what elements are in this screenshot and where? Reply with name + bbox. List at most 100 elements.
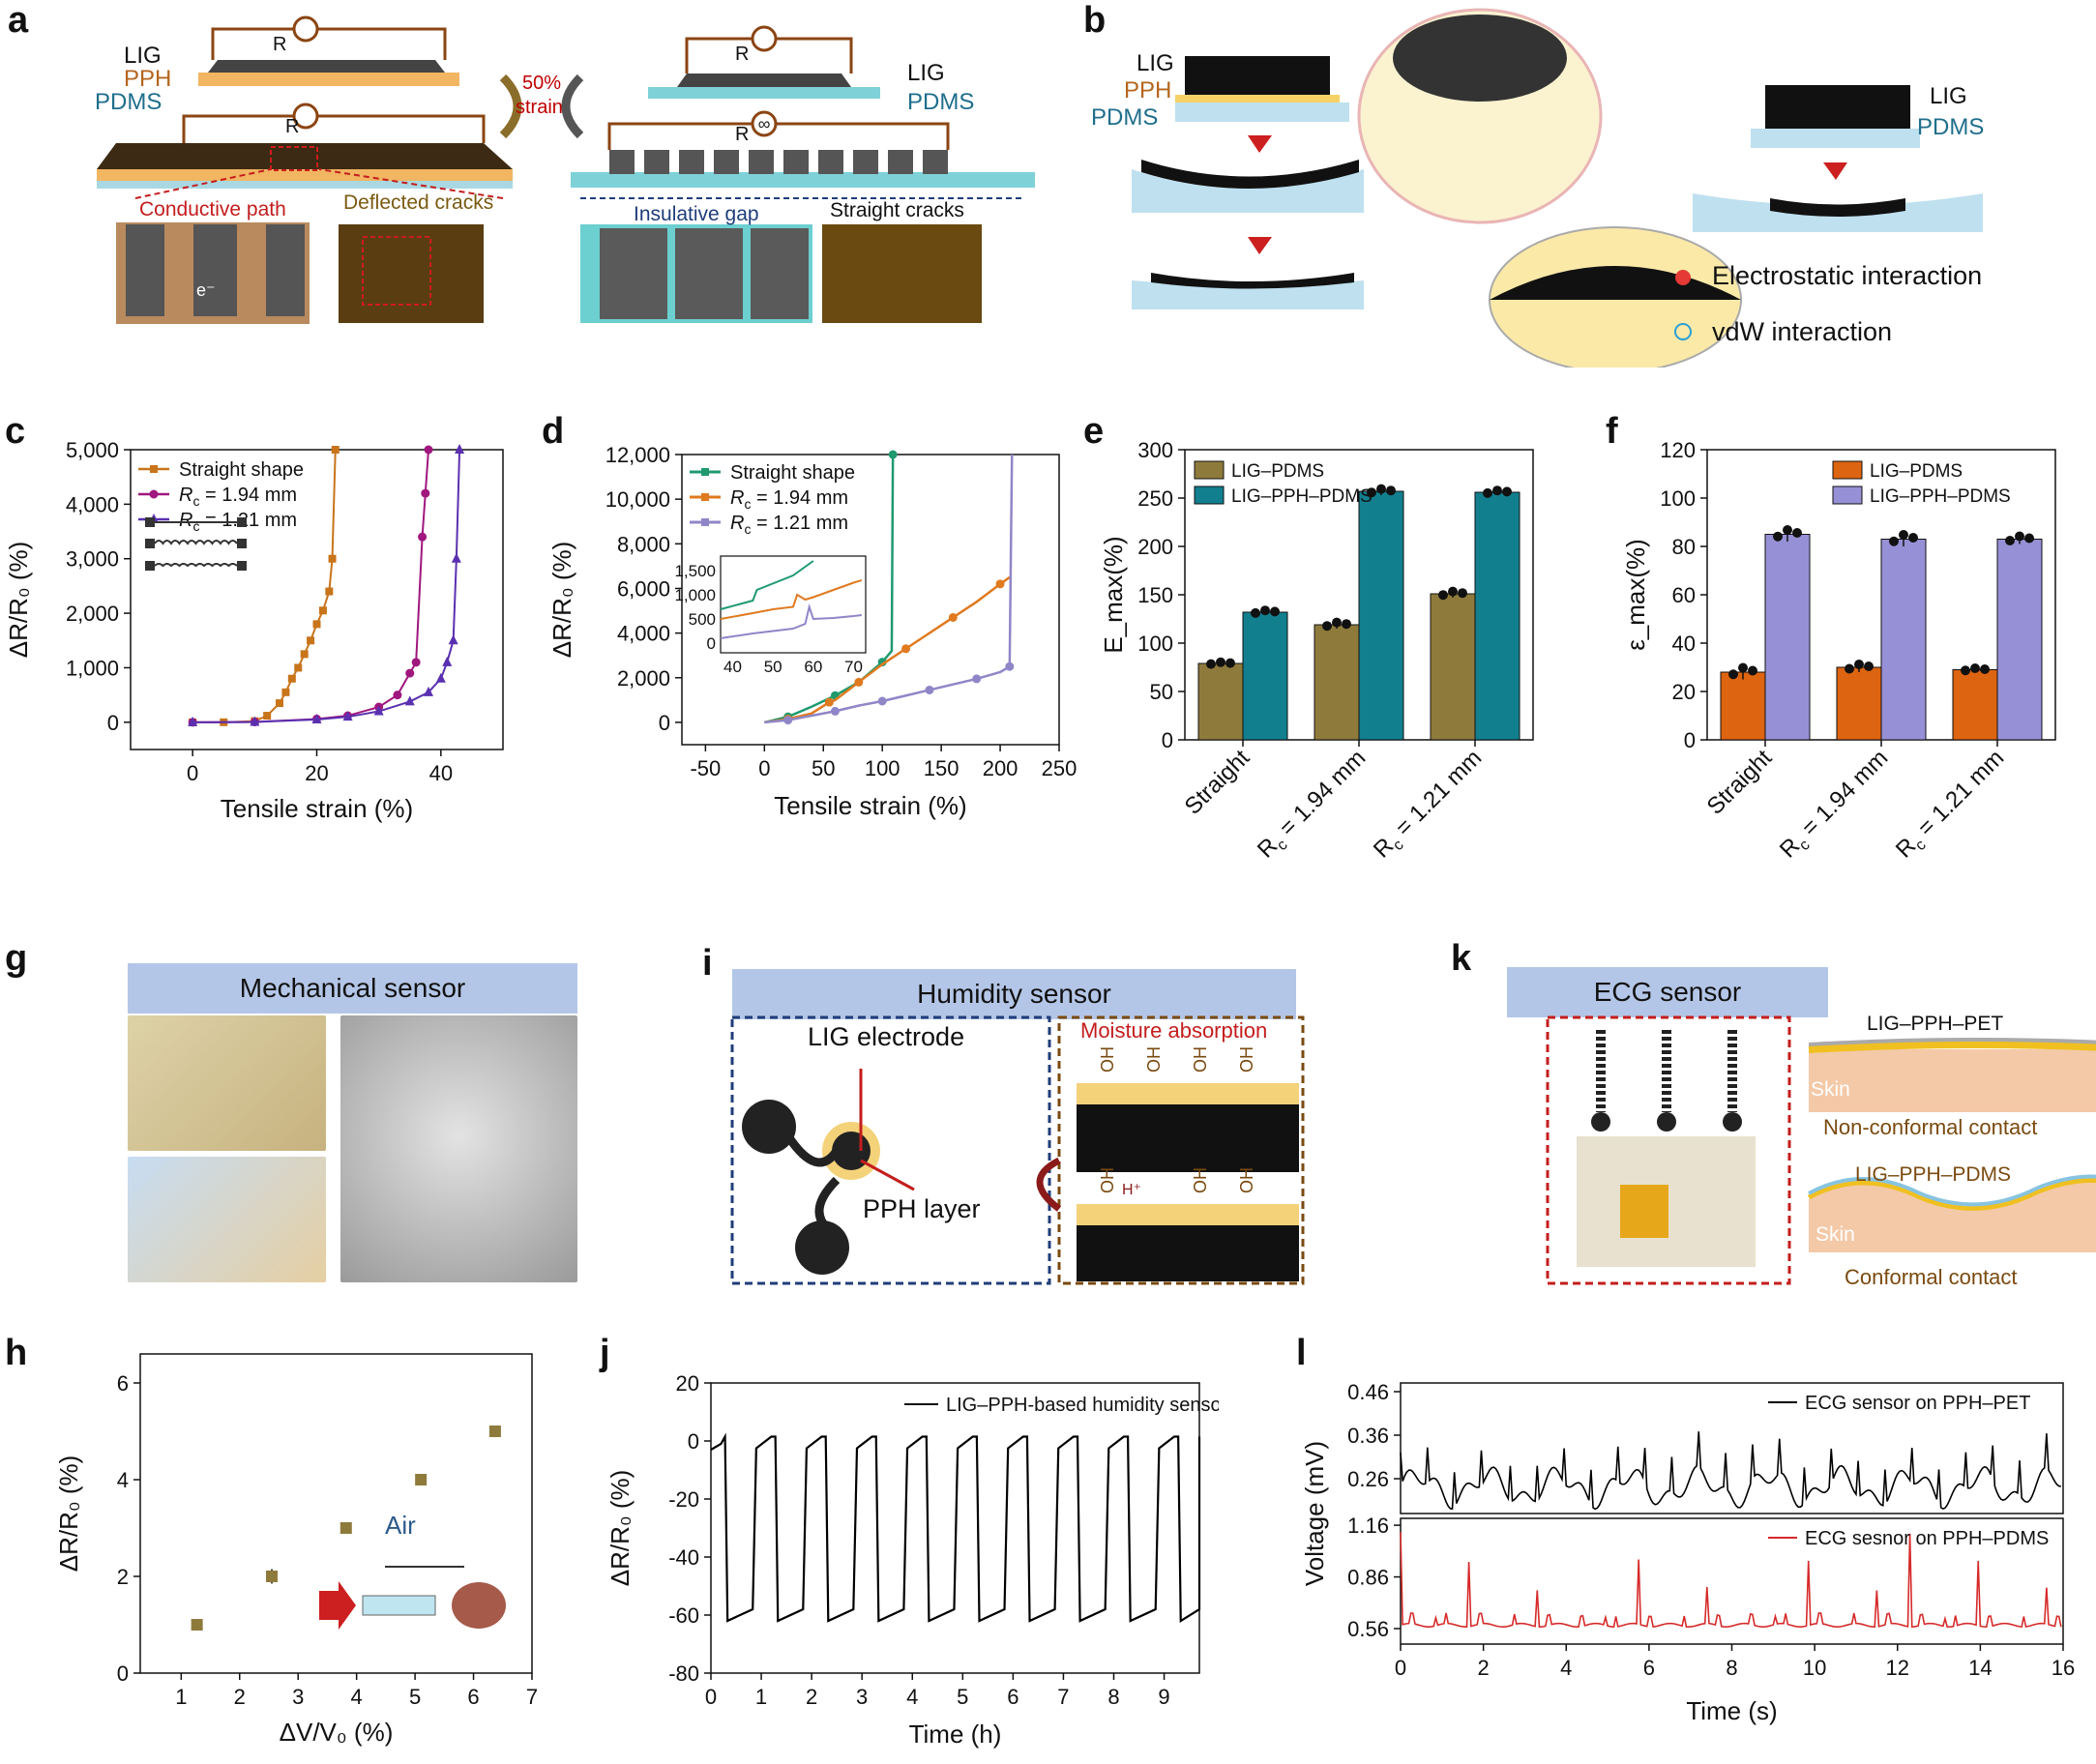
inset-y-tick: 1,500 — [674, 562, 716, 580]
legend-label: Rc = 1.94 mm — [730, 487, 848, 512]
data-point — [435, 672, 446, 683]
x-tick-label: 6 — [1643, 1656, 1655, 1680]
y-tick-label: 8,000 — [617, 532, 670, 556]
y-tick-label: 0 — [1162, 728, 1173, 752]
bar — [1952, 669, 1998, 741]
stack-label-lig-right: LIG — [907, 60, 945, 86]
legend-label: ECG sesnor on PPH–PDMS — [1805, 1528, 2049, 1549]
skin-label: Skin — [1811, 1078, 1850, 1101]
x-tick-label: 200 — [983, 756, 1018, 780]
x-tick-label: 2 — [1478, 1656, 1490, 1680]
legend-label-part: R — [730, 513, 744, 534]
bar — [1880, 539, 1927, 741]
replicate-dot — [1448, 586, 1458, 597]
air-arrow — [319, 1581, 356, 1630]
y-axis-label: ΔR/R₀ (%) — [4, 542, 33, 659]
x-tick-label: 250 — [1042, 756, 1078, 780]
x-tick-label: 8 — [1726, 1656, 1737, 1680]
y-tick-label: 60 — [1672, 583, 1696, 607]
chart-d: -50 0 50 100 150 200 25002,0004,0006,0008,0001… — [547, 443, 1078, 820]
x-axis-label: Tensile strain (%) — [774, 791, 966, 820]
x-tick-label: 4 — [906, 1685, 918, 1709]
data-point — [318, 606, 327, 615]
ecg-illustration — [1546, 1015, 2096, 1285]
legend-label: LIG–PPH–PDMS — [1231, 486, 1373, 507]
y-axis-label: ΔR/R₀ (%) — [547, 542, 576, 659]
y-tick-label: 250 — [1137, 486, 1173, 511]
inset-x-tick: 70 — [844, 658, 863, 676]
data-point — [451, 552, 461, 563]
legend-electrostatic: Electrostatic interaction — [1712, 261, 1983, 290]
legend-label: LIG–PDMS — [1870, 461, 1963, 482]
data-point — [972, 674, 982, 684]
stack-b-pdms: PDMS — [1091, 104, 1159, 131]
data-point — [421, 488, 430, 498]
data-point — [877, 696, 887, 706]
y-axis-label: ε_max(%) — [1621, 539, 1650, 651]
resistor-label: R — [273, 34, 287, 55]
x-tick-label: 3 — [292, 1685, 304, 1709]
panel-label-g: g — [5, 938, 28, 979]
inset-pad — [145, 517, 155, 527]
legend-swatch — [1832, 485, 1863, 505]
y-tick-label: 120 — [1660, 438, 1696, 462]
stack-label-pph: PPH — [124, 66, 172, 92]
oh-label: OH — [1098, 1046, 1117, 1073]
x-tick-label: 3 — [856, 1685, 868, 1709]
oh-label: OH — [1098, 1167, 1117, 1193]
mechanical-sensor-header: Mechanical sensor — [128, 963, 577, 1014]
chart-c: 0 20 40 0 1,000 2,000 3,000 4,000 5,000 Straight … — [4, 438, 504, 823]
stack-b-lig-right: LIG — [1930, 83, 1967, 109]
y-tick-label: 4,000 — [66, 492, 119, 516]
ecg-sensor-header: ECG sensor — [1507, 967, 1828, 1017]
series-line — [764, 454, 1014, 724]
replicate-dot — [1783, 525, 1792, 535]
x-tick-label: Straight — [1702, 745, 1778, 820]
replicate-dot — [1270, 606, 1280, 617]
y-tick-label: 150 — [1137, 583, 1173, 607]
x-tick-label: 0 — [187, 761, 198, 785]
inset-y-tick: 0 — [707, 634, 716, 653]
replicate-dot — [2024, 533, 2034, 544]
y-tick-label: 0.86 — [1347, 1566, 1389, 1590]
legend-label-part: c — [192, 518, 199, 534]
data-point — [418, 532, 428, 542]
replicate-dot — [1260, 605, 1270, 616]
data-point — [373, 705, 384, 716]
x-tick-label: 4 — [351, 1685, 363, 1709]
legend-swatch — [1194, 485, 1225, 505]
replicate-dot — [1728, 669, 1738, 680]
bar — [1764, 534, 1811, 741]
plot-frame — [681, 454, 1060, 746]
y-tick-label: 0 — [117, 1661, 129, 1686]
x-axis-label: Tensile strain (%) — [221, 794, 413, 823]
data-point — [191, 1619, 203, 1631]
inset-line — [720, 603, 862, 639]
lig-pph-pet-label: LIG–PPH–PET — [1867, 1013, 2004, 1035]
oh-label: OH — [1191, 1046, 1210, 1073]
data-point — [405, 668, 415, 678]
legend-label-part: = 1.21 mm — [199, 510, 297, 531]
caption-straight-cracks: Straight cracks — [830, 199, 964, 221]
inset-pad — [145, 539, 155, 548]
legend-label-part: = 1.94 mm — [751, 487, 848, 509]
panel-label-j: j — [600, 1333, 610, 1373]
legend-label: Rc = 1.94 mm — [179, 485, 297, 509]
replicate-dot — [1225, 658, 1235, 668]
caption-conductive-path: Conductive path — [139, 198, 286, 220]
skin-label: Skin — [1816, 1223, 1855, 1246]
replicate-dot — [1773, 531, 1783, 542]
data-point — [854, 677, 864, 687]
panel-label-k: k — [1451, 938, 1472, 979]
legend-marker — [701, 518, 709, 526]
y-tick-label: 20 — [676, 1371, 699, 1396]
x-axis-label: ΔV/V₀ (%) — [280, 1718, 394, 1747]
y-tick-label: 300 — [1137, 438, 1173, 462]
legend-marker — [701, 493, 709, 501]
x-axis-label: Time (h) — [909, 1720, 1002, 1749]
data-point — [783, 716, 793, 725]
data-point — [325, 587, 334, 596]
data-point — [888, 450, 898, 459]
stack-label-pdms-right: PDMS — [907, 89, 975, 115]
